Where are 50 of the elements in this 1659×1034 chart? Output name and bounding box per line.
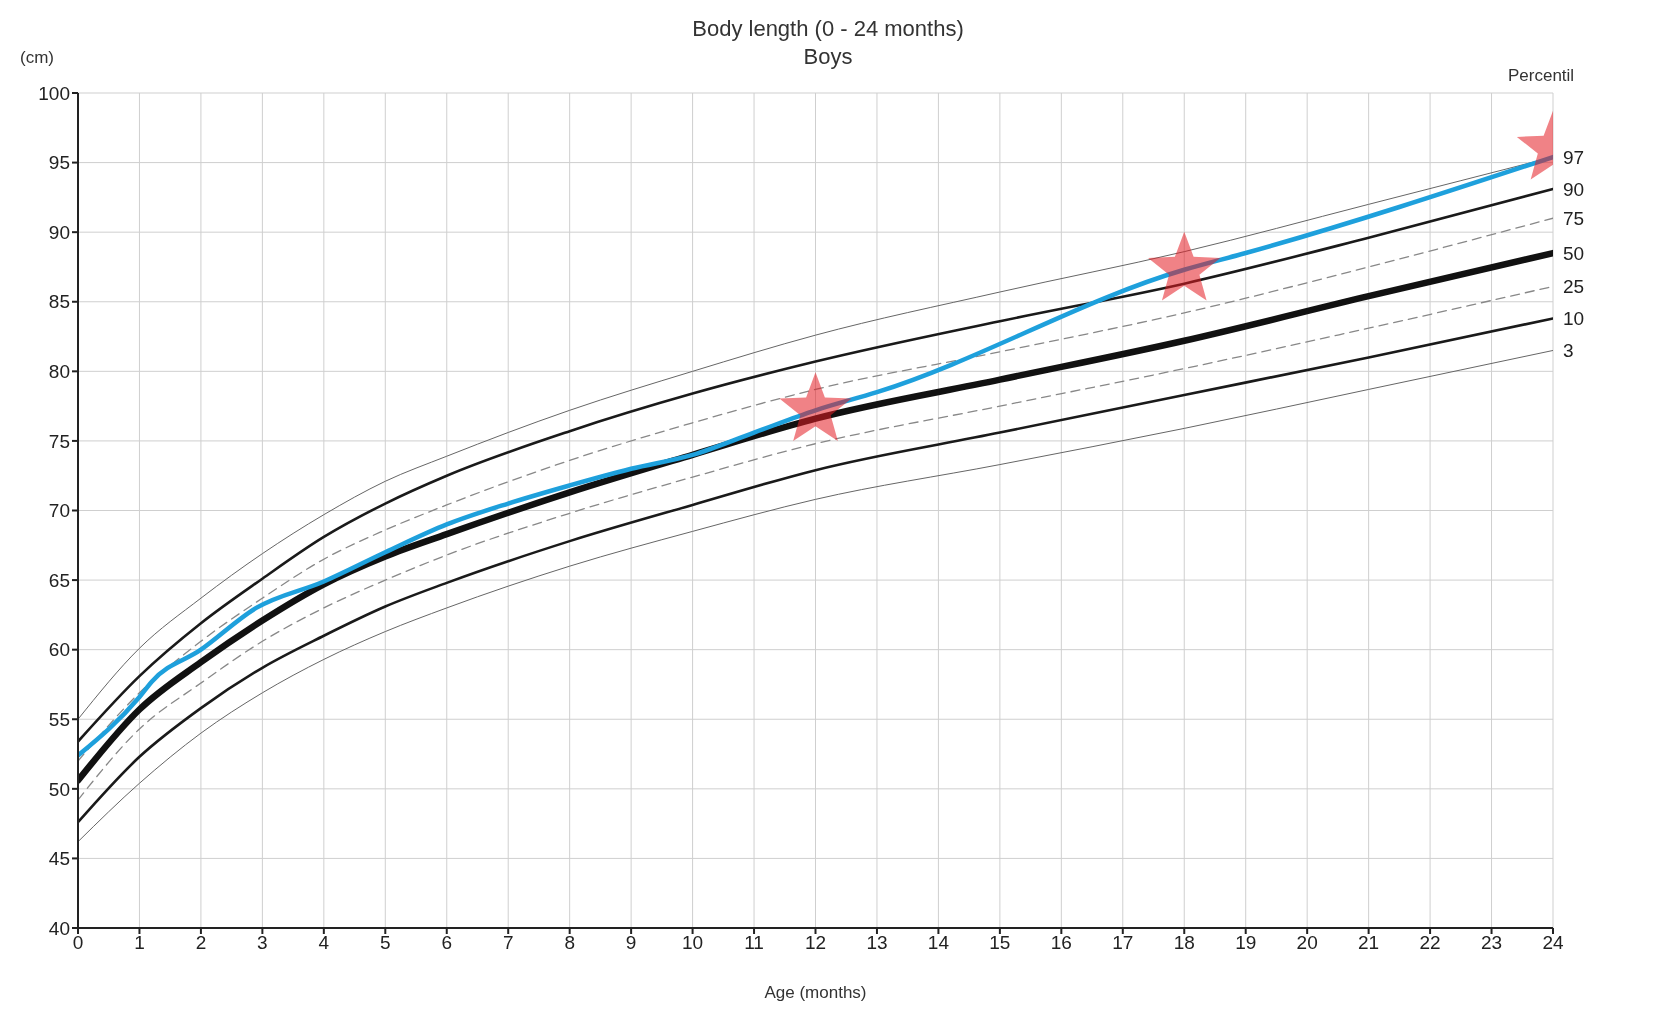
y-tick-label: 45 [48, 848, 70, 870]
series-label: 50 [1563, 242, 1585, 264]
x-tick-label: 0 [72, 932, 84, 954]
y-tick-label: 60 [48, 639, 70, 661]
chart-title: Body length (0 - 24 months) [691, 16, 965, 42]
x-tick-label: 17 [1112, 932, 1134, 954]
x-tick-label: 8 [564, 932, 575, 954]
y-tick-label: 40 [48, 917, 70, 939]
series-label: 25 [1563, 276, 1585, 298]
x-tick-label: 3 [257, 932, 268, 954]
x-tick-label: 2 [195, 932, 207, 954]
y-tick-label: 50 [48, 778, 70, 800]
legend-title: Percentil [1508, 66, 1575, 86]
x-tick-label: 19 [1235, 932, 1257, 954]
series-label: 3 [1563, 340, 1574, 362]
x-tick-label: 4 [318, 932, 330, 954]
x-axis-title: Age (months) [764, 983, 867, 1002]
x-tick-label: 22 [1419, 932, 1441, 954]
x-tick-label: 11 [744, 932, 764, 954]
x-tick-label: 14 [927, 932, 950, 954]
y-tick-label: 85 [48, 291, 70, 313]
x-tick-label: 21 [1358, 932, 1380, 954]
x-tick-label: 9 [625, 932, 637, 954]
x-tick-label: 23 [1480, 932, 1503, 954]
y-tick-label: 75 [48, 430, 70, 452]
y-tick-label: 70 [48, 500, 70, 522]
x-tick-label: 12 [804, 932, 827, 954]
x-tick-label: 16 [1050, 932, 1072, 954]
x-tick-label: 6 [441, 932, 453, 954]
series-label: 75 [1563, 207, 1585, 229]
y-tick-label: 55 [48, 708, 70, 730]
x-tick-label: 10 [682, 932, 704, 954]
x-tick-label: 20 [1296, 932, 1318, 954]
y-tick-label: 80 [48, 361, 70, 383]
series-label: 10 [1563, 308, 1585, 330]
y-tick-label: 90 [48, 221, 70, 243]
x-tick-label: 1 [134, 932, 145, 954]
x-tick-label: 24 [1542, 932, 1564, 954]
series-label: 90 [1563, 178, 1585, 200]
x-tick-label: 7 [502, 932, 514, 954]
y-axis-title: (cm) [20, 48, 54, 68]
y-tick-label: 65 [48, 569, 70, 591]
series-label: 97 [1563, 146, 1585, 168]
x-tick-label: 18 [1173, 932, 1195, 954]
y-tick-label: 95 [48, 152, 70, 174]
y-tick-label: 100 [38, 82, 70, 104]
x-tick-label: 5 [380, 932, 391, 954]
x-tick-label: 13 [866, 932, 888, 954]
x-tick-label: 15 [989, 932, 1011, 954]
chart-subtitle: Boys [803, 44, 853, 69]
